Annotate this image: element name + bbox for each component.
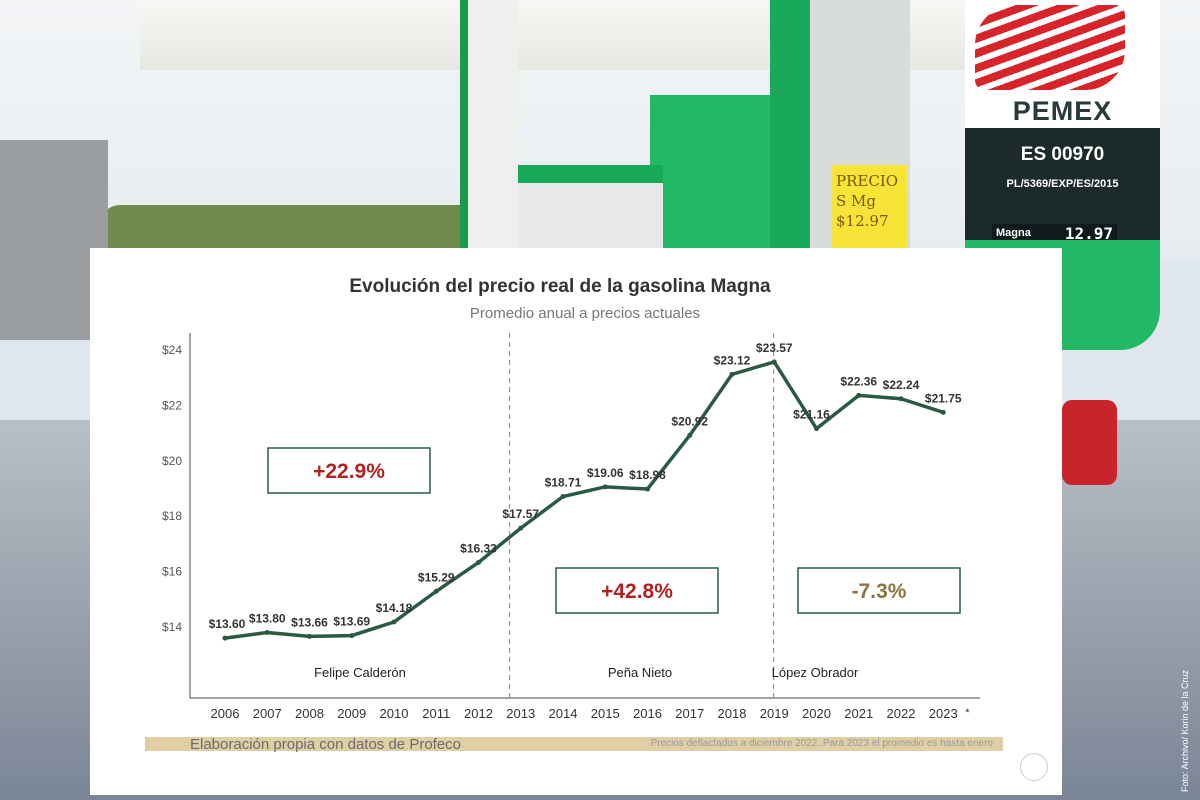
y-tick-label: $18 xyxy=(162,509,182,523)
handwritten-price-sign: PRECIOS Mg $12.97 xyxy=(832,165,907,250)
period-change-label: -7.3% xyxy=(852,580,907,603)
footer-band: Elaboración propia con datos de Profeco … xyxy=(145,736,1003,753)
x-tick-label: 2017 xyxy=(675,706,704,721)
data-label: $13.69 xyxy=(333,615,370,629)
data-label: $16.33 xyxy=(460,541,497,555)
x-tick-label: 2022 xyxy=(887,706,916,721)
green-wall xyxy=(650,95,770,250)
x-tick-label: 2009 xyxy=(337,706,366,721)
x-tick-label: 2021 xyxy=(844,706,873,721)
x-tick-label: 2008 xyxy=(295,706,324,721)
period-change-box xyxy=(555,567,719,614)
x-tick-label: 2007 xyxy=(253,706,282,721)
data-label: $18.98 xyxy=(629,468,666,482)
data-label: $14.18 xyxy=(376,601,413,615)
data-point xyxy=(433,588,439,594)
period-name: Felipe Calderón xyxy=(314,665,406,680)
chart-title: Evolución del precio real de la gasolina… xyxy=(349,276,771,297)
period-change-box xyxy=(267,447,431,494)
data-point xyxy=(264,630,270,636)
canopy-column xyxy=(460,0,518,250)
x-tick-label: 2013 xyxy=(506,706,535,721)
government-seal-icon xyxy=(1020,753,1048,781)
period-change-label: +22.9% xyxy=(313,460,385,483)
x-tick-label: 2016 xyxy=(633,706,662,721)
red-car xyxy=(1062,400,1117,485)
line-chart: Evolución del precio real de la gasolina… xyxy=(162,276,980,721)
period-change-label: +42.8% xyxy=(601,580,673,603)
source-note: Elaboración propia con datos de Profeco xyxy=(190,736,462,753)
y-tick-label: $22 xyxy=(162,398,182,412)
sign-price: 12.97 xyxy=(1064,224,1113,243)
data-point xyxy=(518,525,524,531)
data-label: $20.92 xyxy=(671,414,708,428)
y-tick-label: $20 xyxy=(162,454,182,468)
x-tick-label: 2023 xyxy=(929,706,958,721)
data-point xyxy=(476,559,481,565)
pemex-brand: PEMEX xyxy=(1012,96,1113,126)
sign-product: Magna xyxy=(996,227,1031,239)
data-point xyxy=(898,396,904,402)
x-tick-label: 2020 xyxy=(802,706,831,721)
photo-credit: Foto: Archivo/ Korin de la Cruz xyxy=(1180,669,1190,792)
handwritten-price-text: PRECIOS Mg $12.97 xyxy=(836,172,899,230)
data-label: $23.12 xyxy=(714,353,751,367)
data-label: $22.24 xyxy=(883,378,920,392)
footnote-asterisk: * xyxy=(965,707,970,719)
price-line xyxy=(224,360,944,640)
data-point xyxy=(940,409,946,415)
data-label: $21.16 xyxy=(793,408,830,422)
chart-subtitle: Promedio anual a precios actuales xyxy=(470,305,700,322)
data-label: $13.66 xyxy=(291,615,328,629)
x-tick-label: 2012 xyxy=(464,706,493,721)
x-tick-label: 2006 xyxy=(211,706,240,721)
data-point xyxy=(391,619,397,625)
data-point xyxy=(687,432,693,438)
data-label: $22.36 xyxy=(840,374,877,388)
data-label: $13.80 xyxy=(249,612,286,626)
data-label: $13.60 xyxy=(209,617,246,631)
deflation-note: Precios deflactados a diciembre 2022. Pa… xyxy=(650,738,993,749)
data-point xyxy=(771,359,777,365)
x-tick-label: 2019 xyxy=(760,706,789,721)
x-tick-label: 2011 xyxy=(422,706,450,721)
data-point xyxy=(814,426,819,432)
data-point xyxy=(222,635,228,641)
station-permit: PL/5369/EXP/ES/2015 xyxy=(1006,178,1119,190)
x-tick-label: 2015 xyxy=(591,706,620,721)
data-label: $21.75 xyxy=(925,391,962,405)
pemex-logo-icon xyxy=(975,5,1125,90)
data-point xyxy=(560,494,566,500)
trees xyxy=(100,205,480,250)
data-point xyxy=(602,484,608,490)
x-tick-label: 2018 xyxy=(718,706,747,721)
period-name: López Obrador xyxy=(772,665,859,680)
data-label: $17.57 xyxy=(502,507,539,521)
data-label: $15.29 xyxy=(418,570,455,584)
period-name: Peña Nieto xyxy=(608,665,672,680)
data-point xyxy=(856,392,862,398)
period-change-box xyxy=(797,567,961,614)
data-point xyxy=(645,486,650,492)
data-point xyxy=(307,633,312,639)
y-tick-label: $14 xyxy=(162,620,182,634)
y-tick-label: $24 xyxy=(162,343,182,357)
chart-panel: Evolución del precio real de la gasolina… xyxy=(90,248,1062,795)
sign-price-row: Magna 12.97 xyxy=(992,224,1117,244)
data-label: $19.06 xyxy=(587,466,624,480)
data-point xyxy=(349,633,355,639)
station-number: ES 00970 xyxy=(1020,144,1105,165)
x-tick-label: 2010 xyxy=(380,706,409,721)
x-tick-label: 2014 xyxy=(549,706,578,721)
y-tick-label: $16 xyxy=(162,565,182,579)
data-label: $23.57 xyxy=(756,341,793,355)
data-label: $18.71 xyxy=(545,476,582,490)
data-point xyxy=(729,371,735,377)
